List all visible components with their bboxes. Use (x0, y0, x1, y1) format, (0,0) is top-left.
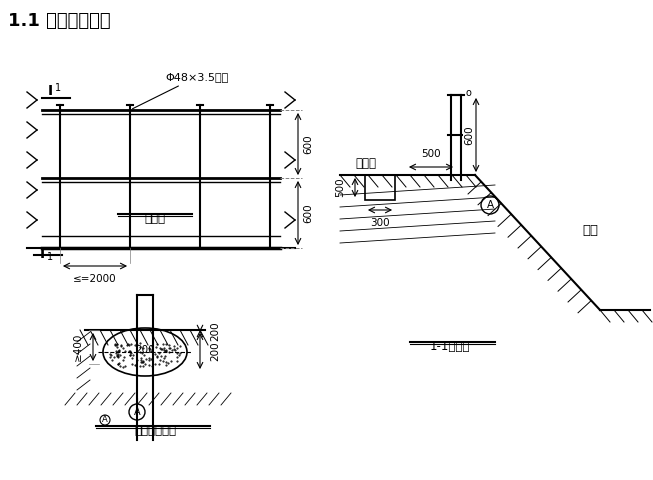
Bar (365, 175, 395, 200)
Text: o: o (466, 88, 472, 98)
Text: 立面图: 立面图 (144, 212, 165, 225)
Text: 排水沟: 排水沟 (355, 157, 376, 170)
Text: 200: 200 (135, 345, 155, 355)
Text: A: A (134, 407, 140, 417)
Text: 600: 600 (464, 125, 474, 145)
Text: 1: 1 (47, 252, 53, 262)
Text: ≥400: ≥400 (73, 333, 83, 361)
Text: 500: 500 (421, 149, 441, 159)
Text: ≤=2000: ≤=2000 (73, 274, 117, 284)
Text: Φ48×3.5钢管: Φ48×3.5钢管 (133, 72, 229, 109)
Text: 1-1剖面图: 1-1剖面图 (430, 340, 470, 353)
Text: I: I (48, 84, 52, 98)
Text: 600: 600 (303, 134, 313, 154)
Text: A: A (102, 416, 108, 424)
Text: 600: 600 (303, 203, 313, 223)
Text: 1.1 基坑周边防护: 1.1 基坑周边防护 (8, 12, 110, 30)
Text: o: o (466, 128, 472, 138)
Text: I: I (39, 247, 44, 261)
Text: 500: 500 (335, 178, 345, 197)
Text: 1: 1 (55, 83, 61, 93)
Text: 200: 200 (210, 321, 220, 341)
Text: 基坑: 基坑 (582, 224, 598, 237)
Text: 200: 200 (210, 341, 220, 361)
Text: 立杆基础详图: 立杆基础详图 (134, 424, 176, 437)
Text: 300: 300 (370, 218, 390, 228)
Text: A: A (486, 200, 494, 210)
